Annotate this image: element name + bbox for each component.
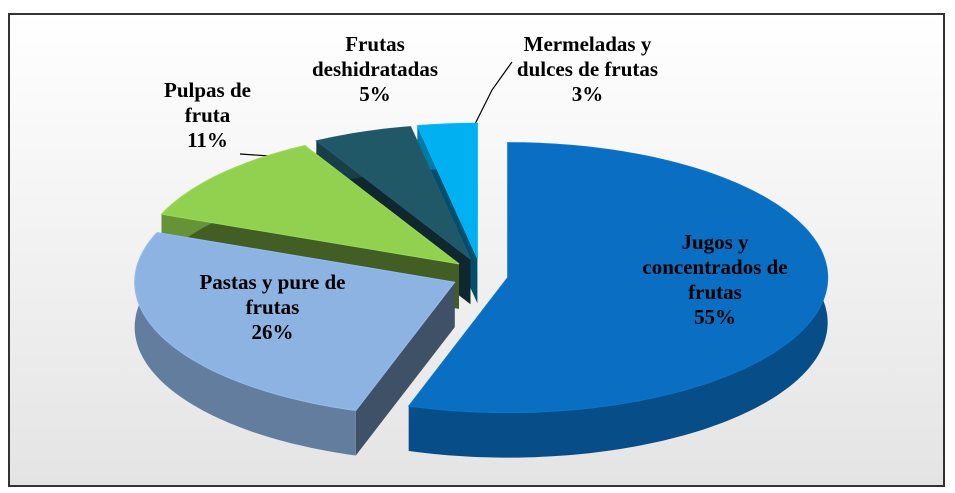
data-label: Frutas deshidratadas 5%: [300, 32, 450, 107]
slices: [134, 122, 829, 458]
slice-wall: [355, 282, 455, 456]
value-label: 3%: [571, 82, 604, 106]
leader-line: [473, 61, 513, 127]
value-label: 55%: [694, 305, 736, 329]
slice: [315, 126, 471, 260]
data-label: Jugos y concentrados de frutas 55%: [630, 230, 800, 330]
slice: [416, 122, 478, 259]
value-label: 5%: [359, 82, 391, 106]
slice: [160, 145, 460, 265]
slice: [407, 142, 829, 414]
value-label: 11%: [187, 128, 228, 152]
category-label: Pulpas de fruta: [164, 78, 251, 127]
data-label: Mermeladas y dulces de frutas 3%: [500, 32, 675, 107]
data-label: Pastas y pure de frutas 26%: [190, 270, 355, 345]
category-label: Jugos y concentrados de frutas: [642, 230, 788, 304]
slice-side: [134, 232, 356, 456]
value-label: 26%: [251, 320, 294, 344]
category-label: Mermeladas y dulces de frutas: [516, 32, 659, 81]
data-label: Pulpas de fruta 11%: [150, 78, 265, 153]
slice: [134, 231, 456, 412]
category-label: Frutas deshidratadas: [311, 32, 439, 81]
category-label: Pastas y pure de frutas: [199, 270, 346, 319]
